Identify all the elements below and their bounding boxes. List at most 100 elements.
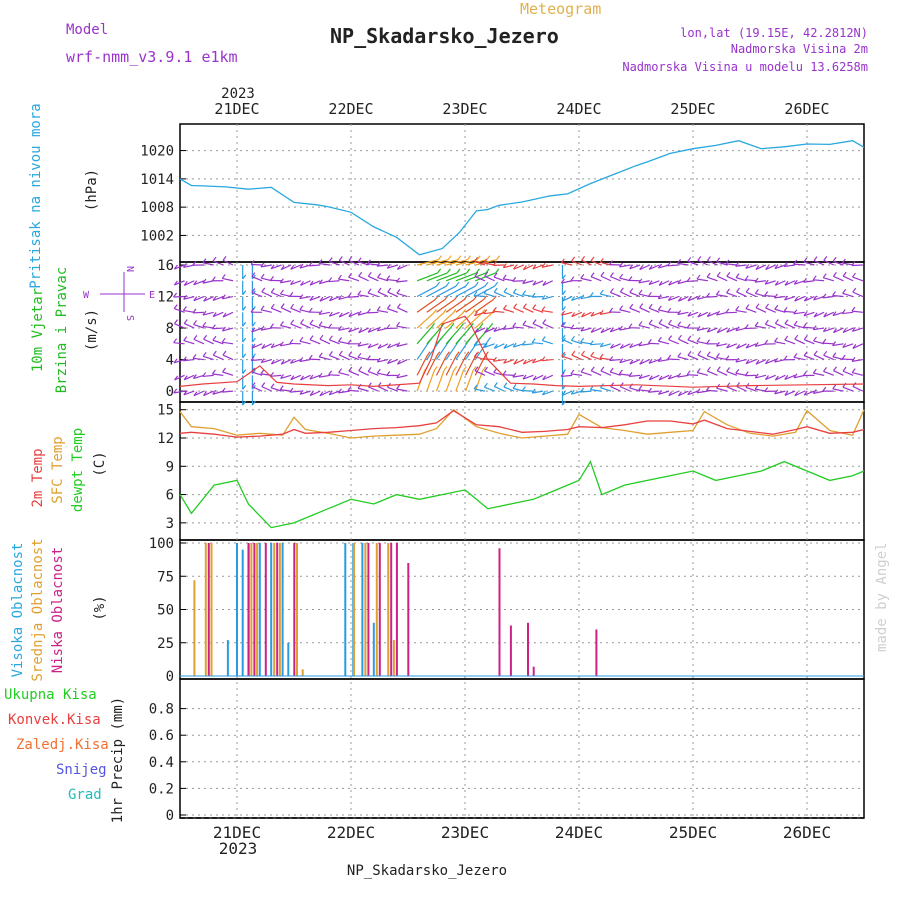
wind-barb-flag — [318, 259, 323, 264]
wind-barb-flag — [260, 325, 265, 331]
wind-barb — [736, 291, 747, 298]
wind-barb-flag — [823, 312, 828, 318]
wind-barb — [222, 354, 234, 361]
model-label: Model — [66, 22, 108, 38]
wind-barb-flag — [541, 356, 546, 362]
wind-barb — [338, 340, 350, 345]
wind-barb — [426, 272, 448, 282]
wind-barb — [842, 327, 854, 334]
wind-barb — [638, 389, 650, 392]
wind-barb — [571, 354, 583, 361]
wind-barb-flag — [221, 326, 226, 332]
wind-barb-flag — [386, 371, 391, 376]
pressure-frame — [179, 123, 865, 263]
wind-barb — [648, 390, 660, 393]
wind-barb — [474, 275, 486, 282]
wind-barb-flag — [367, 288, 372, 294]
wind-barb-flag — [173, 388, 178, 394]
wind-barb — [436, 285, 457, 298]
wind-barb-flag — [270, 303, 275, 309]
wind-barb — [222, 371, 234, 376]
wind-barb-flag — [638, 321, 643, 326]
wind-barb-flag — [193, 391, 198, 397]
wind-barb — [397, 359, 408, 365]
wind-barb — [580, 371, 592, 376]
wind-barb — [387, 343, 398, 349]
wind-barb-flag — [318, 321, 323, 326]
wind-barb — [716, 311, 728, 316]
wind-barb — [629, 343, 641, 349]
wind-barb-flag — [202, 351, 207, 357]
wind-barb — [348, 311, 360, 318]
wind-barb — [174, 323, 185, 329]
wind-barb — [193, 390, 205, 397]
wind-barb-flag — [648, 358, 653, 364]
wind-barb — [329, 311, 340, 317]
wind-barb-flag — [492, 306, 497, 312]
wind-barb — [212, 311, 224, 318]
wind-barb-flag — [502, 370, 507, 376]
bottom-date-labels: 21DEC 22DEC 23DEC 24DEC 25DEC 26DEC — [213, 823, 831, 842]
wind-barb — [677, 374, 689, 378]
wind-barb-flag — [493, 327, 498, 332]
wind-barb-flag — [338, 368, 343, 373]
pressure-line — [179, 140, 865, 256]
wind-barb — [358, 275, 369, 282]
wind-barb — [735, 327, 747, 332]
wind-barb-flag — [473, 384, 478, 390]
wind-barb — [629, 387, 641, 392]
cloud-unit: (%) — [92, 595, 108, 620]
wind-barb — [619, 359, 631, 364]
wind-barb — [570, 373, 582, 376]
wind-barb-flag — [628, 372, 633, 377]
wind-barb — [658, 390, 670, 395]
wind-barb — [851, 310, 863, 313]
wind-barb-flag — [299, 389, 304, 395]
wind-barb-flag — [250, 260, 255, 265]
wind-barb — [532, 374, 544, 381]
wind-barb-flag — [618, 262, 623, 268]
wind-barb — [416, 312, 434, 329]
compass-n: N — [124, 266, 135, 272]
wind-barb — [202, 325, 214, 329]
wind-barb-flag — [483, 289, 488, 294]
wind-barb — [784, 390, 796, 396]
wind-barb-flag — [202, 278, 207, 284]
wind-barb — [222, 327, 234, 332]
wind-barb — [852, 343, 864, 349]
wind-barb-flag — [308, 261, 313, 267]
wind-barb — [222, 311, 234, 318]
wind-barb — [716, 275, 728, 282]
wind-barb — [494, 343, 505, 349]
wind-barb — [445, 272, 467, 282]
wind-barb-flag — [212, 296, 217, 301]
wind-barb — [493, 327, 505, 332]
wind-barb-flag — [793, 279, 798, 285]
wind-barb — [183, 340, 195, 345]
wind-barb — [436, 326, 452, 345]
wind-barb — [638, 343, 650, 347]
wind-barb — [600, 293, 612, 298]
wind-barb-flag — [570, 324, 575, 330]
wind-barb-flag — [193, 320, 198, 325]
wind-barb — [309, 264, 321, 267]
wind-barb — [512, 374, 524, 378]
wind-barb-flag — [251, 337, 256, 343]
wind-barb-flag — [841, 354, 846, 360]
wind-barb-flag — [503, 382, 508, 388]
wind-barb — [658, 340, 670, 345]
wind-barb — [193, 295, 205, 302]
wind-barb-flag — [299, 263, 304, 269]
wind-barb-flag — [657, 305, 662, 311]
wind-barb-flag — [522, 320, 527, 326]
wind-barb — [396, 280, 408, 283]
wind-barb — [347, 295, 360, 298]
wind-barb-flag — [473, 352, 478, 358]
wind-barb — [804, 295, 815, 302]
wind-barb-flag — [599, 289, 604, 295]
wind-barb — [271, 359, 282, 365]
wind-barb — [357, 356, 369, 361]
wind-barb-flag — [774, 357, 779, 363]
wind-barb — [658, 280, 670, 286]
wind-barb — [648, 323, 660, 329]
